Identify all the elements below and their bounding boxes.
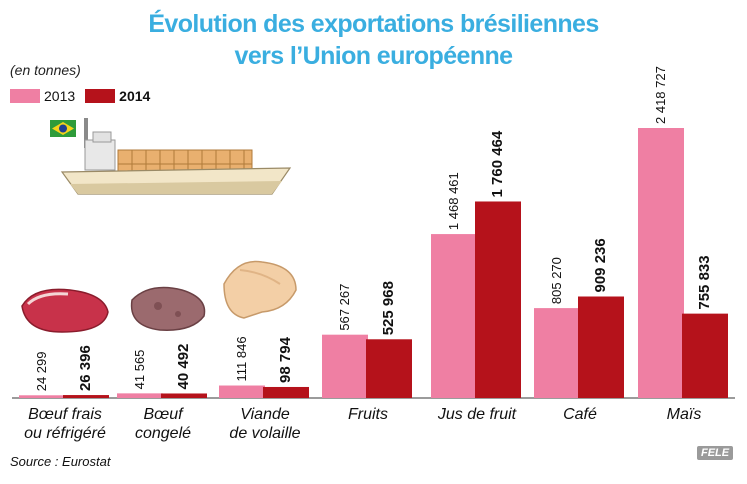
- bar-2013-1: [117, 393, 163, 398]
- value-label-2013-2: 111 846: [234, 336, 249, 381]
- value-label-2013-6: 2 418 727: [653, 66, 668, 124]
- value-label-2014-2: 98 794: [277, 336, 294, 383]
- legend-label-2013: 2013: [44, 88, 76, 104]
- category-label-5-line-0: Café: [563, 406, 597, 423]
- frozen-beef-icon: [130, 286, 206, 331]
- category-label-0-line-1: ou réfrigéré: [24, 425, 106, 442]
- fresh-beef-icon: [21, 288, 109, 333]
- value-label-2013-1: 41 565: [132, 350, 147, 390]
- value-label-2014-5: 909 236: [592, 238, 609, 292]
- category-label-5: Café: [563, 406, 597, 423]
- bar-2014-5: [578, 296, 624, 398]
- value-label-2014-6: 755 833: [696, 255, 713, 309]
- category-label-6-line-0: Maïs: [667, 406, 702, 423]
- category-label-1-line-1: congelé: [135, 425, 191, 442]
- cargo-ship-icon: [50, 118, 292, 195]
- legend-label-2014: 2014: [119, 88, 151, 104]
- legend: 2013 2014: [10, 86, 160, 106]
- category-label-1-line-0: Bœuf: [143, 406, 184, 423]
- value-label-2014-3: 525 968: [380, 281, 397, 335]
- category-label-0: Bœuf frais ou réfrigéré: [24, 406, 106, 442]
- source-note: Source : Eurostat: [10, 454, 111, 469]
- category-label-1: Bœuf congelé: [135, 406, 191, 442]
- legend-swatch-2014: [85, 89, 116, 103]
- bar-2013-4: [431, 234, 477, 398]
- chart-title-line-1: Évolution des exportations brésiliennes: [148, 10, 599, 38]
- bar-2014-0: [63, 395, 109, 398]
- unit-label: (en tonnes): [10, 62, 81, 78]
- bar-2013-5: [534, 308, 580, 398]
- value-label-2014-0: 26 396: [77, 345, 94, 391]
- value-label-2013-3: 567 267: [337, 284, 352, 331]
- bar-2014-3: [366, 339, 412, 398]
- category-label-2-line-1: de volaille: [229, 425, 300, 442]
- category-label-4: Jus de fruit: [437, 406, 517, 423]
- bar-2013-3: [322, 334, 368, 398]
- value-label-2013-0: 24 299: [34, 352, 49, 392]
- category-label-3: Fruits: [348, 406, 388, 423]
- category-label-0-line-0: Bœuf frais: [28, 406, 102, 423]
- bar-2013-2: [219, 385, 265, 398]
- value-labels-layer: 24 299 26 396 41 565 40 492 111 846 98 794 567…: [34, 66, 713, 391]
- poultry-icon: [223, 260, 297, 319]
- brazil-flag-icon: [50, 120, 76, 137]
- bars-layer: [19, 128, 728, 398]
- category-labels-layer: Bœuf frais ou réfrigéré Bœuf congelé Viande d…: [24, 406, 701, 442]
- bar-2013-0: [19, 395, 65, 398]
- value-label-2013-5: 805 270: [549, 257, 564, 304]
- value-label-2014-1: 40 492: [175, 344, 192, 390]
- category-label-4-line-0: Jus de fruit: [437, 406, 517, 423]
- category-label-2-line-0: Viande: [240, 406, 290, 423]
- bar-2014-4: [475, 201, 521, 398]
- category-label-3-line-0: Fruits: [348, 406, 388, 423]
- credit-logo: FELE: [697, 446, 734, 460]
- category-label-2: Viande de volaille: [229, 406, 300, 442]
- value-label-2013-4: 1 468 461: [446, 172, 461, 230]
- category-label-6: Maïs: [667, 406, 702, 423]
- value-label-2014-4: 1 760 464: [489, 130, 506, 197]
- bar-2014-2: [263, 386, 309, 398]
- bar-2013-6: [638, 128, 684, 398]
- bar-2014-6: [682, 313, 728, 398]
- legend-swatch-2013: [10, 89, 40, 103]
- chart-title-line-2: vers l’Union européenne: [234, 42, 514, 70]
- bar-2014-1: [161, 393, 207, 398]
